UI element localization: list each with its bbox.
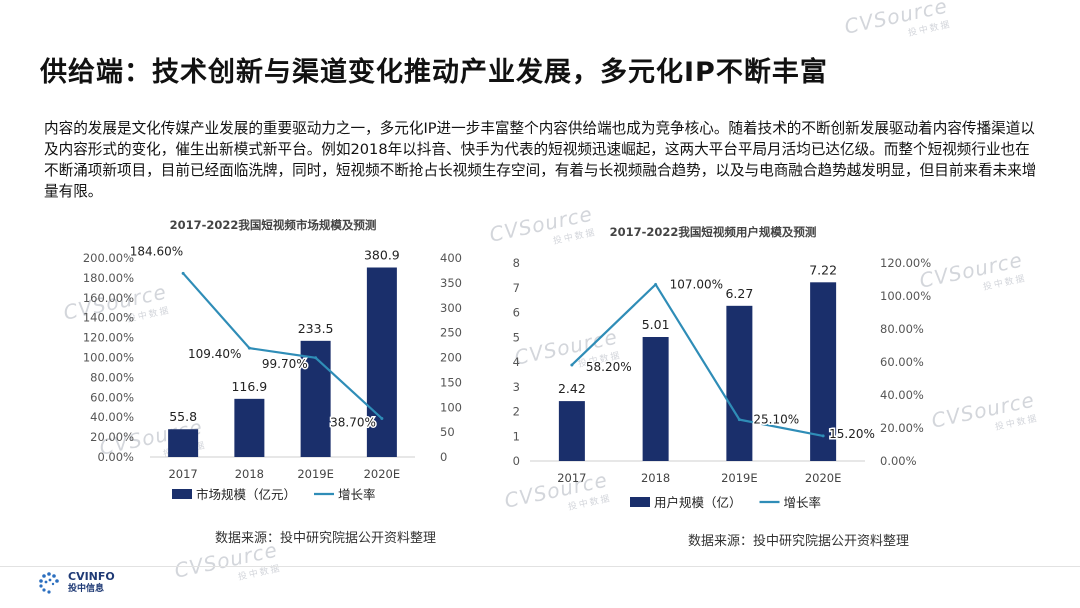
left-axis-tick-label: 40.00% (90, 410, 134, 424)
right-axis-tick-label: 0.00% (880, 454, 917, 468)
x-category-label: 2019E (721, 471, 758, 485)
legend-bar-label: 用户规模（亿） (654, 495, 742, 510)
growth-rate-point (314, 356, 318, 360)
growth-rate-point (654, 282, 658, 286)
growth-rate-line (182, 272, 383, 420)
left-axis-tick-label: 1 (513, 429, 520, 443)
legend-bar-label: 市场规模（亿元） (196, 487, 296, 502)
bar (726, 305, 753, 461)
logo-subname: 投中信息 (68, 584, 105, 594)
left-axis-tick-label: 3 (513, 380, 520, 394)
right-axis-tick-label: 120.00% (880, 256, 931, 270)
growth-rate-point (821, 434, 825, 438)
logo-mark-icon (39, 572, 59, 594)
growth-rate-point (570, 363, 574, 367)
left-axis-tick-label: 80.00% (90, 370, 134, 384)
left-axis-tick-label: 140.00% (83, 311, 134, 325)
growth-rate-label: 109.40% (188, 347, 241, 361)
bar (366, 267, 397, 457)
bar (168, 429, 199, 457)
intro-paragraph: 内容的发展是文化传媒产业发展的重要驱动力之一，多元化IP进一步丰富整个内容供给端… (44, 120, 1037, 200)
cvinfo-logo: CVINFO 投中信息 (36, 570, 115, 596)
bar (642, 337, 669, 461)
left-axis-tick-label: 20.00% (90, 430, 134, 444)
growth-rate-label: 15.20% (829, 427, 875, 441)
bar-value-label: 55.8 (169, 409, 197, 424)
left-axis-tick-label: 0.00% (97, 450, 134, 464)
growth-rate-point (247, 346, 251, 350)
left-axis-tick-label: 4 (513, 355, 520, 369)
growth-rate-label: 107.00% (670, 277, 723, 291)
footer-divider (0, 566, 1080, 567)
right-axis-tick-label: 50 (440, 425, 455, 439)
right-axis-tick-label: 0 (440, 450, 447, 464)
right-axis-tick-label: 100 (440, 400, 462, 414)
right-axis-tick-label: 60.00% (880, 355, 924, 369)
growth-rate-line (571, 282, 824, 437)
right-axis-tick-label: 100.00% (880, 289, 931, 303)
bar-value-label: 5.01 (642, 317, 670, 332)
chart1-source: 数据来源：投中研究院据公开资料整理 (215, 531, 437, 546)
page-title: 供给端：技术创新与渠道变化推动产业发展，多元化IP不断丰富 (40, 57, 828, 88)
x-category-label: 2020E (805, 471, 842, 485)
right-axis-tick-label: 200 (440, 351, 462, 365)
growth-rate-label: 25.10% (753, 413, 799, 427)
left-axis-tick-label: 6 (513, 306, 520, 320)
left-axis-tick-label: 120.00% (83, 331, 134, 345)
left-axis-tick-label: 180.00% (83, 271, 134, 285)
bar (300, 340, 331, 457)
x-category-label: 2017 (557, 471, 586, 485)
growth-rate-label: 38.70% (330, 415, 376, 429)
left-axis-tick-label: 5 (513, 330, 520, 344)
x-category-label: 2019E (297, 467, 334, 481)
growth-rate-label: 184.60% (130, 244, 183, 258)
right-axis-tick-label: 400 (440, 251, 462, 265)
right-axis-tick-label: 40.00% (880, 388, 924, 402)
growth-rate-label: 58.20% (586, 360, 632, 374)
right-axis-tick-label: 80.00% (880, 322, 924, 336)
left-axis-tick-label: 7 (513, 281, 520, 295)
chart2-source: 数据来源：投中研究院据公开资料整理 (688, 534, 910, 549)
x-category-label: 2017 (168, 467, 197, 481)
right-axis-tick-label: 300 (440, 301, 462, 315)
left-axis-tick-label: 160.00% (83, 291, 134, 305)
legend-line-label: 增长率 (784, 495, 822, 510)
left-axis-tick-label: 60.00% (90, 390, 134, 404)
left-axis-tick-label: 200.00% (83, 251, 134, 265)
bar-value-label: 233.5 (298, 321, 334, 336)
chart-title: 2017-2022我国短视频市场规模及预测 (170, 218, 377, 232)
growth-rate-label: 99.70% (262, 357, 308, 371)
left-axis-tick-label: 2 (513, 405, 520, 419)
right-axis-tick-label: 20.00% (880, 421, 924, 435)
bar (234, 398, 265, 457)
x-category-label: 2018 (641, 471, 670, 485)
growth-rate-point (737, 418, 741, 422)
right-axis-tick-label: 250 (440, 326, 462, 340)
left-axis-tick-label: 100.00% (83, 351, 134, 365)
growth-rate-point (181, 271, 185, 275)
legend-line-label: 增长率 (338, 487, 376, 502)
chart-title: 2017-2022我国短视频用户规模及预测 (610, 225, 817, 239)
legend-bar-swatch (630, 497, 650, 507)
bar-value-label: 6.27 (725, 286, 753, 301)
bar (558, 401, 585, 461)
growth-rate-point (380, 416, 384, 420)
right-axis-tick-label: 350 (440, 276, 462, 290)
bar-value-label: 7.22 (809, 262, 837, 277)
bar-value-label: 116.9 (231, 379, 267, 394)
right-axis-tick-label: 150 (440, 375, 462, 389)
x-category-label: 2020E (364, 467, 401, 481)
left-axis-tick-label: 8 (513, 256, 520, 270)
bar-value-label: 380.9 (364, 248, 400, 263)
left-axis-tick-label: 0 (513, 454, 520, 468)
logo-name: CVINFO (68, 570, 115, 583)
legend-bar-swatch (172, 489, 192, 499)
bar (810, 282, 837, 461)
x-category-label: 2018 (235, 467, 264, 481)
bar-value-label: 2.42 (558, 381, 586, 396)
